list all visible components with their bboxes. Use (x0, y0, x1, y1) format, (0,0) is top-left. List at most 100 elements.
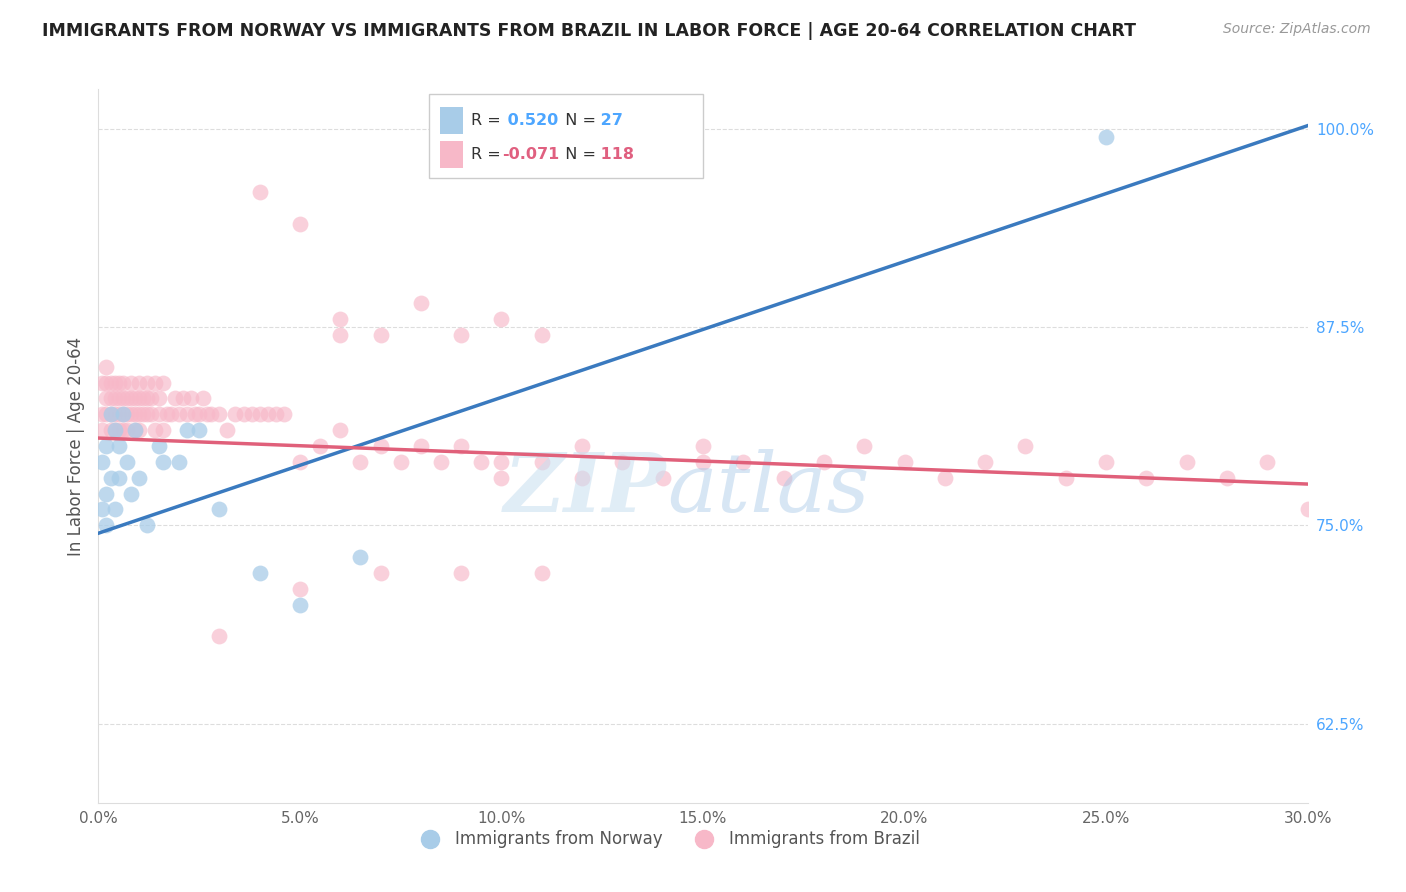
Point (430, 455, 453, 469)
Point (128, 407, 150, 421)
Point (107, 392, 129, 406)
Point (107, 376, 129, 390)
Point (256, 407, 278, 421)
Point (813, 455, 835, 469)
Point (195, 407, 218, 421)
Point (120, 486, 142, 500)
Point (124, 392, 146, 406)
Point (240, 407, 263, 421)
Point (128, 423, 150, 437)
Point (176, 407, 198, 421)
Point (103, 502, 125, 516)
Text: 0.520: 0.520 (502, 113, 558, 128)
Point (188, 423, 211, 437)
Point (163, 392, 186, 406)
Point (389, 455, 412, 469)
Point (571, 471, 593, 485)
Point (91, 455, 114, 469)
Point (103, 423, 125, 437)
Text: ZIP: ZIP (505, 449, 666, 529)
Point (288, 455, 311, 469)
Point (409, 296, 432, 310)
Point (264, 407, 287, 421)
Point (103, 376, 125, 390)
Point (1296, 502, 1319, 516)
Point (180, 392, 202, 406)
Point (143, 423, 166, 437)
Point (120, 376, 142, 390)
Text: atlas: atlas (666, 449, 869, 529)
Point (167, 407, 190, 421)
Point (148, 439, 170, 453)
Point (148, 407, 170, 421)
Point (103, 407, 125, 421)
Point (288, 582, 311, 596)
Point (152, 376, 174, 390)
Point (217, 423, 239, 437)
Point (128, 392, 150, 406)
Y-axis label: In Labor Force | Age 20-64: In Labor Force | Age 20-64 (66, 336, 84, 556)
Point (111, 407, 134, 421)
Point (156, 407, 179, 421)
Point (530, 455, 553, 469)
Point (974, 455, 997, 469)
Point (96, 407, 118, 421)
Point (124, 407, 146, 421)
Point (530, 566, 553, 580)
Text: IMMIGRANTS FROM NORWAY VS IMMIGRANTS FROM BRAZIL IN LABOR FORCE | AGE 20-64 CORR: IMMIGRANTS FROM NORWAY VS IMMIGRANTS FRO… (42, 22, 1136, 40)
Point (143, 376, 166, 390)
Point (1054, 471, 1077, 485)
Text: -0.071: -0.071 (502, 147, 560, 162)
Point (208, 502, 231, 516)
Point (772, 471, 794, 485)
Point (135, 407, 157, 421)
Point (208, 407, 231, 421)
Point (152, 455, 174, 469)
Point (96, 359, 118, 374)
Point (100, 392, 122, 406)
Point (96, 392, 118, 406)
Point (176, 423, 198, 437)
Point (120, 407, 142, 421)
Point (450, 439, 472, 453)
Point (100, 407, 122, 421)
Point (100, 471, 122, 485)
Text: Source: ZipAtlas.com: Source: ZipAtlas.com (1223, 22, 1371, 37)
Point (249, 407, 271, 421)
Point (152, 423, 174, 437)
Point (96, 486, 118, 500)
Text: N =: N = (555, 147, 602, 162)
Point (103, 392, 125, 406)
Text: 27: 27 (595, 113, 623, 128)
Point (288, 598, 311, 612)
Point (893, 455, 915, 469)
Point (273, 407, 295, 421)
Point (370, 566, 392, 580)
Point (111, 392, 134, 406)
Point (124, 423, 146, 437)
Point (128, 471, 150, 485)
Text: R =: R = (471, 113, 506, 128)
Point (329, 312, 352, 326)
Point (111, 407, 134, 421)
Point (111, 423, 134, 437)
Point (249, 186, 271, 200)
Point (124, 423, 146, 437)
Point (934, 471, 956, 485)
Point (132, 392, 155, 406)
Point (249, 566, 271, 580)
Point (107, 423, 129, 437)
Point (115, 407, 138, 421)
Point (491, 471, 513, 485)
Point (132, 407, 155, 421)
Point (450, 328, 472, 343)
Point (349, 455, 371, 469)
Point (571, 439, 593, 453)
Point (160, 407, 183, 421)
Point (651, 471, 673, 485)
Point (96, 439, 118, 453)
Point (329, 328, 352, 343)
Point (1216, 471, 1239, 485)
Point (115, 392, 138, 406)
Point (232, 407, 254, 421)
